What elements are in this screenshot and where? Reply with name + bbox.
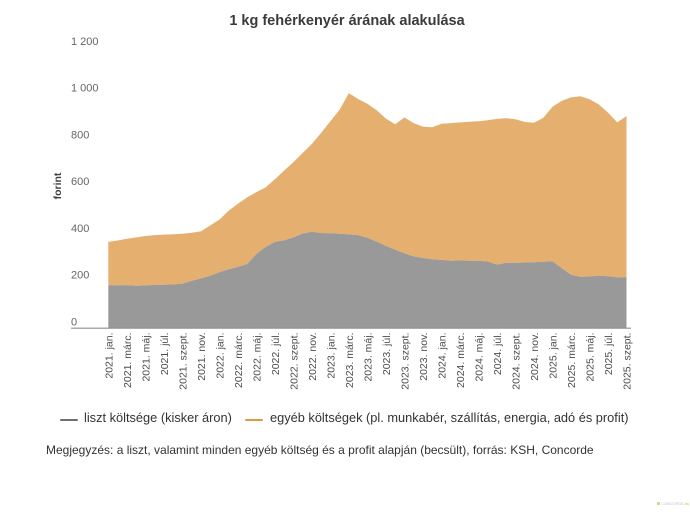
- svg-text:200: 200: [71, 270, 89, 282]
- svg-text:1 200: 1 200: [71, 36, 99, 48]
- svg-text:2021. szept.: 2021. szept.: [178, 333, 190, 390]
- svg-text:600: 600: [71, 176, 89, 188]
- svg-text:2021. márc.: 2021. márc.: [122, 333, 134, 388]
- svg-text:2023. jan.: 2023. jan.: [326, 333, 338, 379]
- svg-text:forint: forint: [52, 172, 64, 199]
- svg-text:2024. júl.: 2024. júl.: [492, 333, 504, 376]
- svg-text:2023. júl.: 2023. júl.: [381, 333, 393, 376]
- svg-text:2023. máj.: 2023. máj.: [363, 333, 375, 382]
- svg-text:1 000: 1 000: [71, 83, 99, 95]
- svg-text:2025. máj.: 2025. máj.: [585, 333, 597, 382]
- svg-text:2022. jan.: 2022. jan.: [215, 333, 227, 379]
- svg-text:2024. szept.: 2024. szept.: [511, 333, 523, 390]
- svg-text:2024. jan.: 2024. jan.: [437, 333, 449, 379]
- svg-text:2025. júl.: 2025. júl.: [603, 333, 615, 376]
- svg-text:2022. máj.: 2022. máj.: [252, 333, 264, 382]
- svg-text:2022. márc.: 2022. márc.: [233, 333, 245, 388]
- svg-text:2023. szept.: 2023. szept.: [400, 333, 412, 390]
- svg-text:2023. nov.: 2023. nov.: [418, 333, 430, 381]
- svg-text:2021. nov.: 2021. nov.: [196, 333, 208, 381]
- svg-text:2022. nov.: 2022. nov.: [307, 333, 319, 381]
- svg-text:2024. márc.: 2024. márc.: [455, 332, 467, 387]
- svg-text:2021. máj.: 2021. máj.: [141, 333, 153, 382]
- svg-text:2022. júl.: 2022. júl.: [270, 333, 282, 376]
- svg-text:2021. júl.: 2021. júl.: [159, 333, 171, 376]
- svg-text:2022. szept.: 2022. szept.: [289, 333, 301, 390]
- svg-text:2025. márc.: 2025. márc.: [566, 333, 578, 388]
- svg-text:2021. jan.: 2021. jan.: [104, 333, 116, 379]
- svg-text:400: 400: [71, 223, 89, 235]
- svg-text:2023. márc.: 2023. márc.: [344, 333, 356, 388]
- svg-text:2025. jan.: 2025. jan.: [548, 333, 560, 379]
- svg-text:2024. nov.: 2024. nov.: [529, 333, 541, 381]
- svg-text:2025. szept.: 2025. szept.: [622, 333, 634, 390]
- svg-text:0: 0: [71, 317, 77, 329]
- svg-text:2024. máj.: 2024. máj.: [474, 332, 486, 381]
- svg-text:800: 800: [71, 129, 89, 141]
